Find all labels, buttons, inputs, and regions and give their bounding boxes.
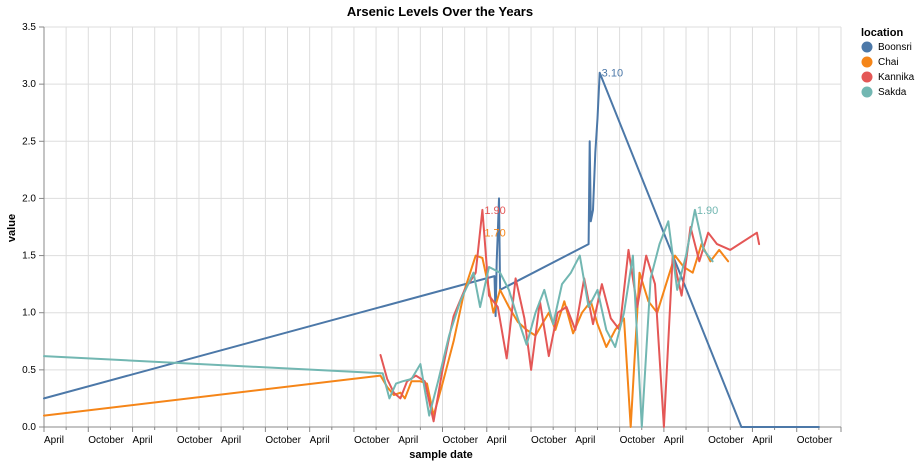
x-tick-label: October	[443, 435, 479, 446]
series-line-sakda	[43, 208, 714, 428]
axes: 0.0 0.5 1.0 1.5 2.0 2.5 3.0 3.5 April October Apri…	[22, 22, 842, 446]
x-tick-label: April	[133, 435, 153, 446]
chart-title: Arsenic Levels Over the Years	[347, 4, 533, 19]
legend-title: location	[861, 27, 903, 39]
x-tick-label: October	[797, 435, 833, 446]
legend-label-kannika: Kannika	[878, 72, 915, 83]
legend-label-sakda: Sakda	[878, 87, 907, 98]
data-labels: 3.10 1.90 1.70 1.90	[484, 68, 718, 240]
x-tick-label: October	[88, 435, 124, 446]
series-lines	[43, 71, 820, 428]
x-tick-label: April	[310, 435, 330, 446]
x-tick-label: October	[177, 435, 213, 446]
legend-label-chai: Chai	[878, 57, 899, 68]
x-axis-title: sample date	[409, 449, 473, 461]
legend-label-boonsri: Boonsri	[878, 42, 912, 53]
data-label-chai: 1.70	[484, 228, 505, 240]
x-tick-label: April	[664, 435, 684, 446]
x-tick-label: April	[752, 435, 772, 446]
y-tick-label: 1.5	[22, 251, 36, 262]
x-tick-label: April	[575, 435, 595, 446]
legend-swatch-chai	[861, 56, 873, 68]
series-line-kannika	[379, 208, 761, 428]
x-tick-label: October	[531, 435, 567, 446]
x-tick-label: April	[487, 435, 507, 446]
y-tick-label: 0.5	[22, 365, 36, 376]
y-axis-title: value	[6, 214, 18, 242]
legend-swatch-kannika	[861, 71, 873, 83]
y-tick-label: 3.0	[22, 79, 36, 90]
x-tick-label: October	[620, 435, 656, 446]
legend-swatch-boonsri	[861, 41, 873, 53]
x-tick-label: April	[44, 435, 64, 446]
x-tick-label: October	[354, 435, 390, 446]
data-label-boonsri: 3.10	[602, 68, 623, 80]
y-tick-label: 0.0	[22, 422, 36, 433]
y-tick-label: 3.5	[22, 22, 36, 33]
series-line-boonsri	[43, 71, 820, 428]
y-tick-label: 2.5	[22, 136, 36, 147]
data-label-kannika: 1.90	[484, 205, 505, 217]
legend: location Boonsri Chai Kannika Sakda	[861, 27, 915, 98]
y-tick-label: 1.0	[22, 308, 36, 319]
x-tick-label: October	[708, 435, 744, 446]
legend-swatch-sakda	[861, 86, 873, 98]
x-tick-label: October	[265, 435, 301, 446]
x-tick-label: April	[221, 435, 241, 446]
x-tick-label: April	[398, 435, 418, 446]
y-tick-label: 2.0	[22, 193, 36, 204]
data-label-sakda: 1.90	[697, 205, 718, 217]
